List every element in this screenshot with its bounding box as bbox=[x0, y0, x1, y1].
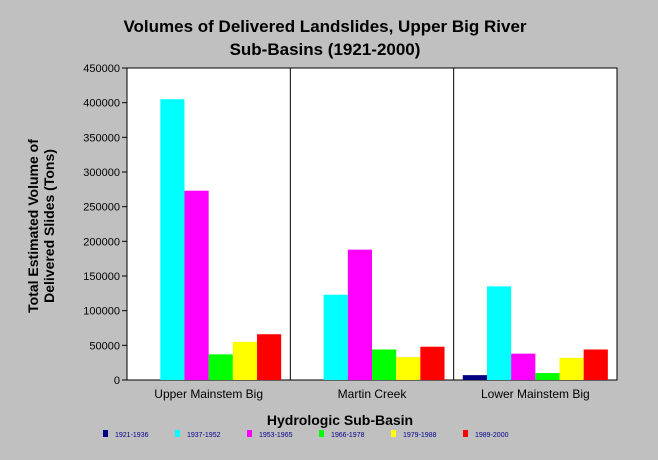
category-label: Martin Creek bbox=[338, 387, 408, 401]
legend-swatch bbox=[463, 430, 468, 437]
y-tick-label: 0 bbox=[114, 375, 120, 387]
legend-label: 1953-1965 bbox=[259, 432, 293, 439]
legend-swatch bbox=[319, 430, 324, 437]
legend-label: 1979-1988 bbox=[403, 432, 437, 439]
bar bbox=[420, 346, 445, 380]
category-label: Lower Mainstem Big bbox=[481, 387, 590, 401]
y-axis: 0 50000 100000 150000 200000 250000 300000 3500… bbox=[83, 63, 127, 387]
legend-label: 1937-1952 bbox=[187, 432, 221, 439]
y-tick-label: 350000 bbox=[83, 132, 120, 144]
legend: 1921-1936 1937-1952 1953-1965 1966-1978 1979… bbox=[103, 430, 509, 439]
y-axis-title-line-1: Total Estimated Volume of bbox=[25, 139, 41, 313]
y-tick-label: 200000 bbox=[83, 236, 120, 248]
bar bbox=[486, 286, 512, 380]
bar bbox=[257, 334, 282, 380]
category-label: Upper Mainstem Big bbox=[154, 387, 263, 401]
bar bbox=[583, 349, 608, 380]
bar bbox=[535, 373, 560, 380]
x-axis-category-labels: Upper Mainstem Big Martin Creek Lower Main… bbox=[154, 387, 589, 401]
y-tick-label: 100000 bbox=[83, 306, 120, 318]
bar bbox=[208, 354, 233, 380]
legend-swatch bbox=[103, 430, 108, 437]
bar bbox=[232, 341, 258, 380]
y-tick-label: 50000 bbox=[89, 340, 120, 352]
bar bbox=[462, 375, 487, 380]
bar bbox=[160, 99, 185, 380]
legend-swatch bbox=[247, 430, 252, 437]
y-tick-label: 400000 bbox=[83, 98, 120, 110]
bar bbox=[511, 353, 536, 380]
bar bbox=[323, 294, 348, 380]
category-separators bbox=[289, 68, 455, 380]
bar bbox=[347, 249, 372, 380]
y-tick-label: 250000 bbox=[83, 202, 120, 214]
legend-label: 1921-1936 bbox=[115, 432, 149, 439]
chart-title-line-1: Volumes of Delivered Landslides, Upper B… bbox=[123, 17, 526, 36]
legend-swatch bbox=[391, 430, 396, 437]
y-tick-label: 300000 bbox=[83, 167, 120, 179]
bar-marks bbox=[160, 99, 608, 380]
bar bbox=[559, 357, 584, 380]
legend-label: 1989-2000 bbox=[475, 432, 509, 439]
y-tick-label: 450000 bbox=[83, 63, 120, 75]
x-axis-title: Hydrologic Sub-Basin bbox=[267, 412, 413, 428]
bar bbox=[184, 190, 209, 380]
legend-label: 1966-1978 bbox=[331, 432, 365, 439]
bar bbox=[396, 357, 421, 380]
y-tick-label: 150000 bbox=[83, 271, 120, 283]
y-axis-title-line-2: Delivered Slides (Tons) bbox=[41, 149, 57, 303]
legend-swatch bbox=[175, 430, 180, 437]
bar bbox=[372, 349, 397, 380]
chart-title-line-2: Sub-Basins (1921-2000) bbox=[230, 40, 421, 59]
